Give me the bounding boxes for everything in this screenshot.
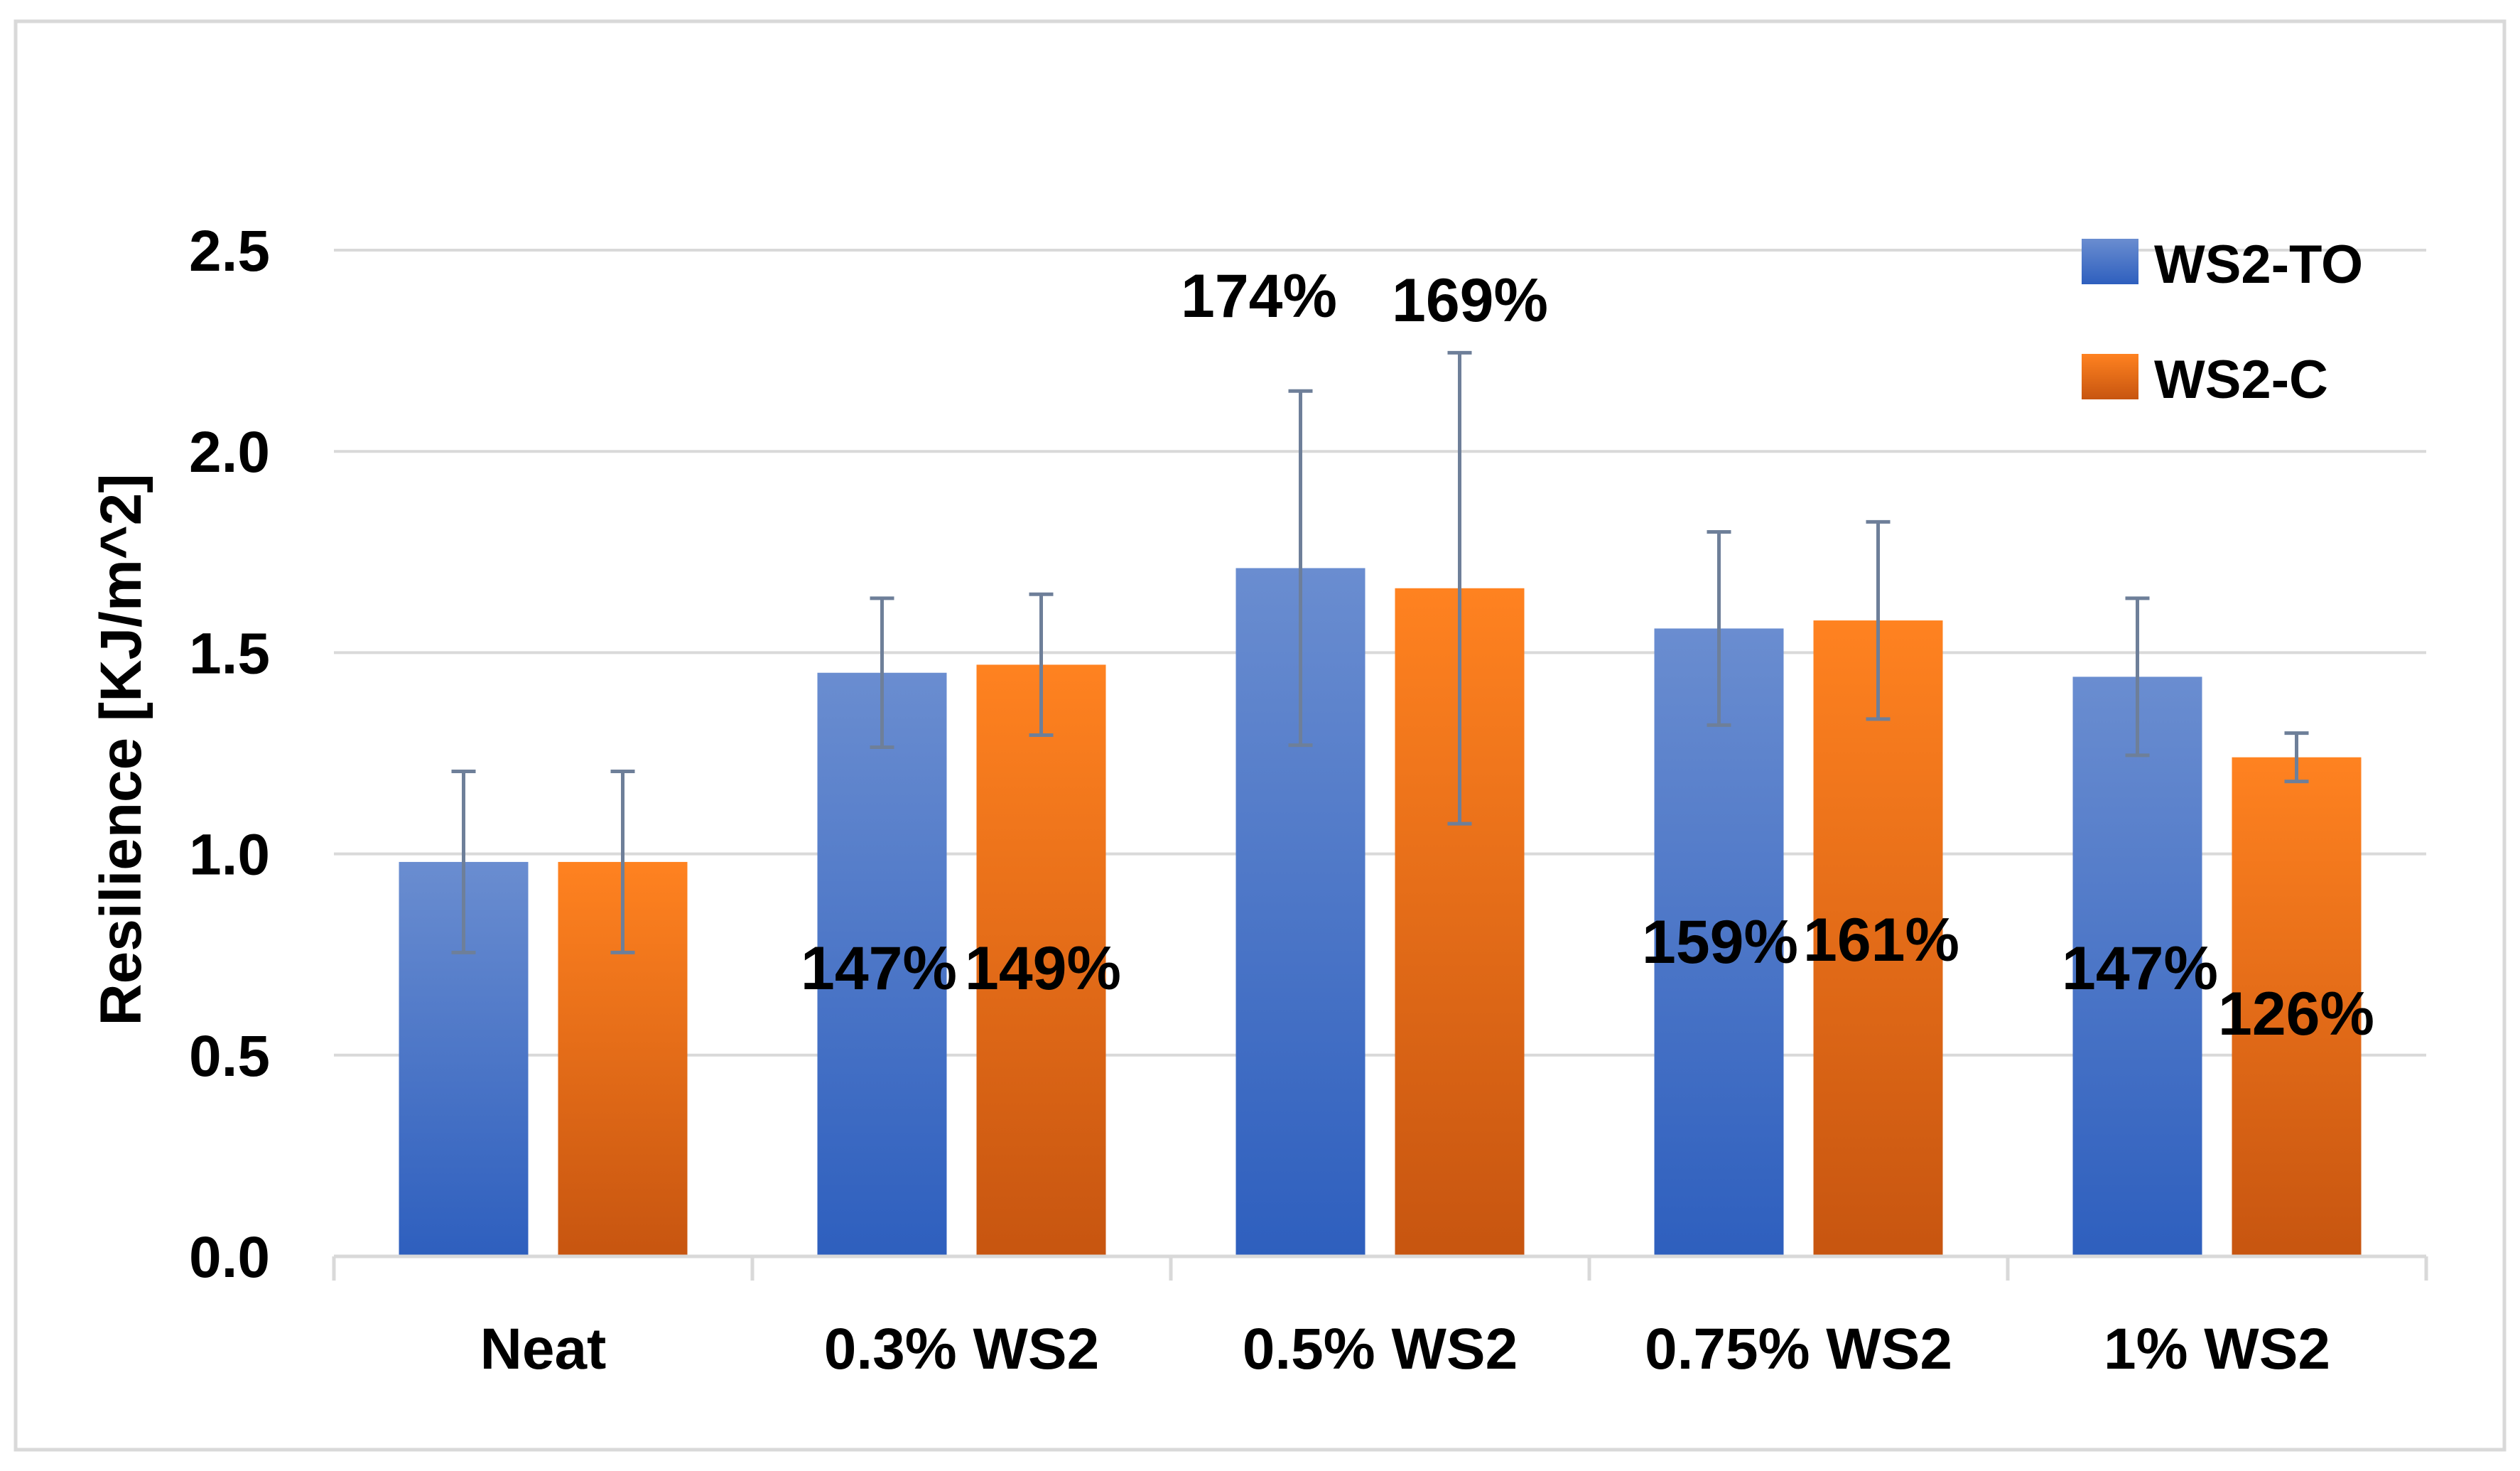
- y-tick-label: 1.0: [189, 823, 270, 888]
- x-tick-label: 0.5% WS2: [1243, 1317, 1518, 1381]
- bar-ws2-to: [817, 672, 947, 1256]
- bar-ws2-to: [2072, 677, 2202, 1256]
- bar-ws2-c: [2232, 757, 2362, 1256]
- data-label-ws2-c: 169%: [1392, 266, 1548, 335]
- y-tick-label: 0.5: [189, 1024, 270, 1089]
- bars: [399, 568, 2362, 1256]
- x-tick-label: 0.3% WS2: [824, 1317, 1099, 1381]
- legend-label-ws2-c: WS2-C: [2154, 350, 2328, 410]
- axes: 0.0 0.5 1.0 1.5 2.0 2.5 Neat 0.3% WS2 0.5% WS2 0.…: [189, 219, 2428, 1381]
- y-tick-label: 2.5: [189, 219, 270, 284]
- x-tick-label: 0.75% WS2: [1645, 1317, 1952, 1381]
- y-axis-label: Resilience [KJ/m^2]: [89, 473, 153, 1025]
- x-tick-label: Neat: [480, 1317, 607, 1381]
- y-tick-label: 1.5: [189, 621, 270, 686]
- legend-swatch-ws2-c: [2082, 354, 2138, 399]
- x-tick-label: 1% WS2: [2104, 1317, 2330, 1381]
- data-label-ws2-to: 147%: [801, 934, 957, 1003]
- data-label-ws2-to: 147%: [2062, 934, 2218, 1003]
- error-bars: [451, 350, 2309, 954]
- bar-ws2-c: [1813, 620, 1943, 1256]
- data-label-ws2-c: 161%: [1803, 906, 1959, 974]
- legend-label-ws2-to: WS2-TO: [2154, 235, 2363, 295]
- bar-ws2-c: [976, 664, 1106, 1256]
- y-tick-label: 2.0: [189, 420, 270, 485]
- data-label-ws2-to: 174%: [1181, 262, 1337, 330]
- data-label-ws2-c: 149%: [965, 934, 1121, 1003]
- legend-swatch-ws2-to: [2082, 239, 2138, 284]
- y-tick-label: 0.0: [189, 1225, 270, 1290]
- bar-ws2-to: [1654, 628, 1784, 1256]
- data-label-ws2-c: 126%: [2218, 980, 2374, 1048]
- data-label-ws2-to: 159%: [1642, 908, 1798, 976]
- data-labels: 147%174%159% 147%149%169%161%126%: [801, 262, 2374, 1048]
- legend: WS2-TO WS2-C: [2082, 235, 2363, 410]
